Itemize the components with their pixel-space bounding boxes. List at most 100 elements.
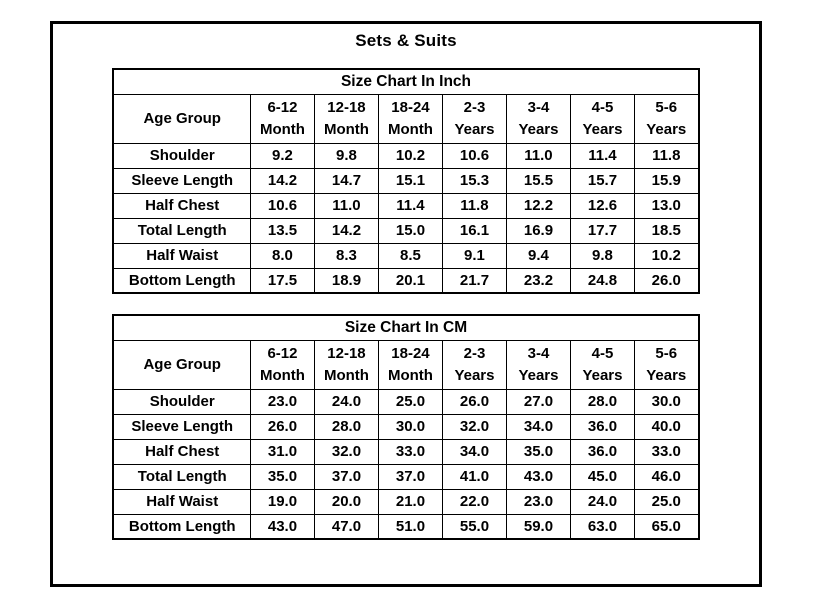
column-header-range: 3-4 xyxy=(527,98,550,116)
size-value-cell: 36.0 xyxy=(569,438,635,465)
size-value-cell: 8.5 xyxy=(377,242,443,269)
size-value-cell: 15.1 xyxy=(377,167,443,194)
column-header-unit: Month xyxy=(387,366,433,384)
size-value-cell: 9.4 xyxy=(505,242,571,269)
row-label: Bottom Length xyxy=(112,267,251,294)
size-value-cell: 13.0 xyxy=(633,192,700,219)
size-value-cell: 63.0 xyxy=(569,513,635,540)
column-header-unit: Month xyxy=(259,366,305,384)
size-value-cell: 34.0 xyxy=(505,413,571,440)
table-title: Size Chart In CM xyxy=(112,314,700,341)
column-header-unit: Years xyxy=(646,120,687,138)
table-row: Sleeve Length 14.2 14.7 15.1 15.3 15.5 15.7 15.… xyxy=(112,167,700,194)
size-value-cell: 10.6 xyxy=(441,142,507,169)
size-value-cell: 26.0 xyxy=(633,267,700,294)
column-header-range: 4-5 xyxy=(591,344,614,362)
size-value-cell: 28.0 xyxy=(569,388,635,415)
column-header-range: 12-18 xyxy=(327,344,366,362)
table-row: Half Waist 8.0 8.3 8.5 9.1 9.4 9.8 10.2 xyxy=(112,242,700,269)
column-header-range: 4-5 xyxy=(591,98,614,116)
size-value-cell: 15.0 xyxy=(377,217,443,244)
size-value-cell: 24.0 xyxy=(313,388,379,415)
column-header-range: 5-6 xyxy=(655,344,678,362)
column-header: 12-18 Month xyxy=(313,339,379,390)
table-row: Bottom Length 17.5 18.9 20.1 21.7 23.2 24.8 26.… xyxy=(112,267,700,294)
column-header-range: 3-4 xyxy=(527,344,550,362)
size-value-cell: 25.0 xyxy=(633,488,700,515)
size-value-cell: 55.0 xyxy=(441,513,507,540)
table-row: Shoulder 9.2 9.8 10.2 10.6 11.0 11.4 11.8 xyxy=(112,142,700,169)
size-value-cell: 33.0 xyxy=(633,438,700,465)
size-value-cell: 18.5 xyxy=(633,217,700,244)
size-value-cell: 23.2 xyxy=(505,267,571,294)
size-value-cell: 15.5 xyxy=(505,167,571,194)
size-value-cell: 34.0 xyxy=(441,438,507,465)
column-header: 4-5 Years xyxy=(569,339,635,390)
table-title-row: Size Chart In Inch xyxy=(112,68,700,95)
size-value-cell: 16.1 xyxy=(441,217,507,244)
size-value-cell: 24.0 xyxy=(569,488,635,515)
size-value-cell: 47.0 xyxy=(313,513,379,540)
row-label: Half Chest xyxy=(112,192,251,219)
size-value-cell: 23.0 xyxy=(249,388,315,415)
size-value-cell: 65.0 xyxy=(633,513,700,540)
column-header-range: 2-3 xyxy=(463,98,486,116)
table-row: Bottom Length 43.0 47.0 51.0 55.0 59.0 63.0 65.… xyxy=(112,513,700,540)
size-value-cell: 8.3 xyxy=(313,242,379,269)
column-header-unit: Month xyxy=(323,366,369,384)
column-header: 18-24 Month xyxy=(377,339,443,390)
size-value-cell: 30.0 xyxy=(377,413,443,440)
column-header-range: 2-3 xyxy=(463,344,486,362)
row-label: Shoulder xyxy=(112,142,251,169)
size-value-cell: 9.1 xyxy=(441,242,507,269)
column-header: 3-4 Years xyxy=(505,93,571,144)
size-value-cell: 33.0 xyxy=(377,438,443,465)
table-row: Half Waist 19.0 20.0 21.0 22.0 23.0 24.0 25.0 xyxy=(112,488,700,515)
column-header-age-group: Age Group xyxy=(112,93,251,144)
size-value-cell: 11.8 xyxy=(633,142,700,169)
row-label: Half Waist xyxy=(112,242,251,269)
column-header: 3-4 Years xyxy=(505,339,571,390)
column-header-unit: Years xyxy=(454,120,495,138)
column-header-range: 18-24 xyxy=(391,98,430,116)
size-value-cell: 10.6 xyxy=(249,192,315,219)
table-row: Half Chest 10.6 11.0 11.4 11.8 12.2 12.6 13.0 xyxy=(112,192,700,219)
column-header-range: 12-18 xyxy=(327,98,366,116)
column-header-row: Age Group 6-12 Month 12-18 Month 18-24 Month 2-… xyxy=(112,93,700,144)
column-header: 5-6 Years xyxy=(633,339,700,390)
size-value-cell: 21.0 xyxy=(377,488,443,515)
size-value-cell: 59.0 xyxy=(505,513,571,540)
size-value-cell: 11.4 xyxy=(569,142,635,169)
row-label: Sleeve Length xyxy=(112,167,251,194)
table-row: Total Length 13.5 14.2 15.0 16.1 16.9 17.7 18.5 xyxy=(112,217,700,244)
size-value-cell: 10.2 xyxy=(377,142,443,169)
size-value-cell: 11.8 xyxy=(441,192,507,219)
size-value-cell: 30.0 xyxy=(633,388,700,415)
table-row: Total Length 35.0 37.0 37.0 41.0 43.0 45.0 46.0 xyxy=(112,463,700,490)
column-header: 2-3 Years xyxy=(441,339,507,390)
table-row: Sleeve Length 26.0 28.0 30.0 32.0 34.0 36.0 40.… xyxy=(112,413,700,440)
size-value-cell: 27.0 xyxy=(505,388,571,415)
column-header-range: 6-12 xyxy=(267,344,298,362)
column-header-unit: Years xyxy=(646,366,687,384)
row-label: Total Length xyxy=(112,217,251,244)
size-value-cell: 17.7 xyxy=(569,217,635,244)
size-value-cell: 11.0 xyxy=(313,192,379,219)
column-header: 12-18 Month xyxy=(313,93,379,144)
column-header-range: 5-6 xyxy=(655,98,678,116)
size-value-cell: 40.0 xyxy=(633,413,700,440)
column-header-unit: Years xyxy=(518,120,559,138)
size-value-cell: 10.2 xyxy=(633,242,700,269)
size-value-cell: 14.2 xyxy=(249,167,315,194)
size-value-cell: 23.0 xyxy=(505,488,571,515)
size-table-cm: Size Chart In CM Age Group 6-12 Month 12-18 M… xyxy=(112,314,700,540)
row-label: Total Length xyxy=(112,463,251,490)
size-value-cell: 51.0 xyxy=(377,513,443,540)
column-header-unit: Years xyxy=(582,366,623,384)
column-header: 6-12 Month xyxy=(249,93,315,144)
column-header-unit: Month xyxy=(259,120,305,138)
table-row: Half Chest 31.0 32.0 33.0 34.0 35.0 36.0 33.0 xyxy=(112,438,700,465)
size-value-cell: 12.6 xyxy=(569,192,635,219)
size-value-cell: 41.0 xyxy=(441,463,507,490)
